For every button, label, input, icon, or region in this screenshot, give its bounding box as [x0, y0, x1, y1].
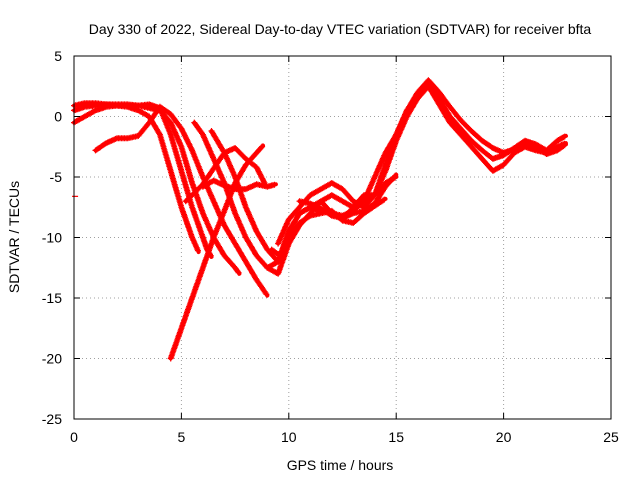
series-arc-11 [275, 77, 568, 247]
series-arc-10 [264, 79, 568, 277]
x-axis-label: GPS time / hours [287, 457, 394, 473]
series-markers [264, 79, 568, 277]
x-tick-label: 10 [281, 429, 297, 445]
series-arc-5 [167, 143, 266, 362]
y-tick-label: 0 [54, 109, 62, 125]
series-arc-13 [268, 196, 388, 259]
chart-title: Day 330 of 2022, Sidereal Day-to-day VTE… [89, 21, 592, 37]
series-markers [92, 103, 270, 298]
y-axis-label: SDTVAR / TECUs [6, 181, 22, 293]
series-line [265, 80, 568, 276]
grid-lines [74, 56, 611, 419]
series-line [276, 78, 568, 246]
y-tick-label: -15 [42, 290, 62, 306]
x-tick-label: 25 [603, 429, 619, 445]
series-markers [275, 77, 568, 247]
axis-ticks: 0 5 10 15 20 25 5 0 -5 -10 -15 -20 -25 [42, 48, 619, 445]
y-tick-label: -25 [42, 411, 62, 427]
y-tick-label: 5 [54, 48, 62, 64]
x-tick-label: 5 [178, 429, 186, 445]
y-tick-label: -5 [50, 169, 63, 185]
series-arc-4 [92, 103, 270, 298]
x-tick-label: 20 [496, 429, 512, 445]
series-line [209, 84, 568, 264]
y-tick-label: -10 [42, 230, 62, 246]
series-markers [268, 196, 388, 259]
y-tick-label: -20 [42, 351, 62, 367]
x-tick-label: 15 [388, 429, 404, 445]
x-tick-label: 0 [70, 429, 78, 445]
data-series-group [71, 77, 568, 362]
